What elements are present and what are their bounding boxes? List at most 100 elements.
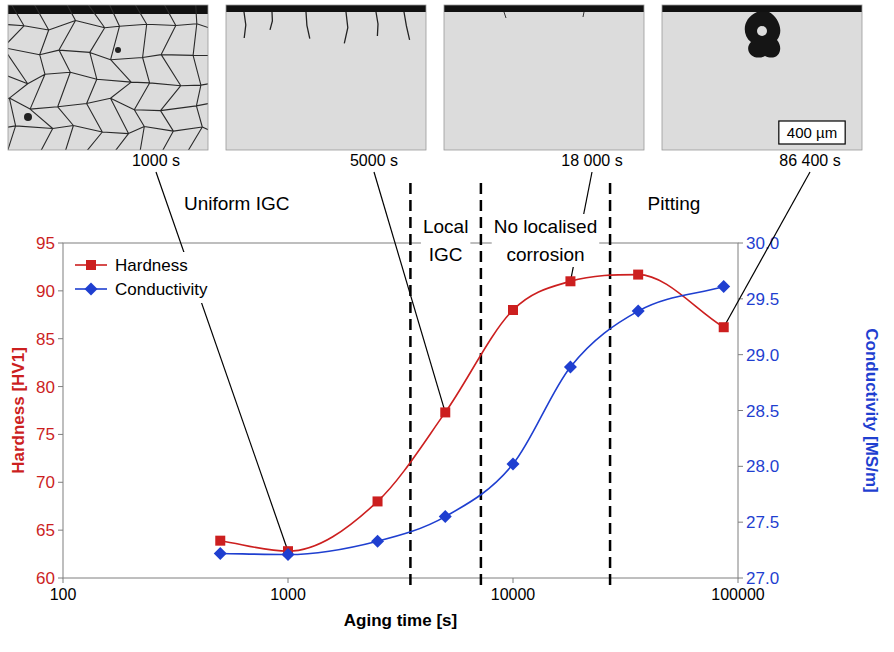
region-label: Uniform IGC (184, 193, 290, 214)
y2-tick (738, 410, 743, 411)
micrograph-edge (226, 5, 426, 12)
region-label-line: IGC (429, 244, 463, 265)
region-boundary (409, 183, 412, 585)
axes: 100100010000100000606570758085909527.027… (9, 234, 881, 630)
data-point (633, 270, 643, 280)
micrograph (662, 5, 862, 150)
y2-tick-label: 29.5 (746, 290, 779, 309)
data-point (632, 305, 645, 318)
label-patch (349, 151, 399, 170)
micrograph-label: 86 400 s (779, 152, 840, 169)
micrograph (444, 5, 644, 150)
leaders (156, 172, 810, 551)
region-label-line: corrosion (506, 244, 584, 265)
micrograph-frame (444, 5, 644, 150)
region-label: No localised corrosion (494, 216, 598, 265)
legend-box (69, 252, 212, 303)
region-label-line: No localised (494, 216, 598, 237)
legend-marker (85, 283, 98, 296)
x-tick-label: 10000 (491, 586, 536, 603)
series-line (220, 287, 723, 555)
y-tick-label: 65 (36, 521, 55, 540)
pit-detail (757, 26, 767, 36)
y2-tick (738, 354, 743, 355)
y2-tick (738, 522, 743, 523)
y2-tick-label: 27.5 (746, 513, 779, 532)
y-tick (58, 338, 63, 339)
data-point (214, 547, 227, 560)
cracks (504, 12, 584, 18)
region-label-line: Uniform IGC (184, 193, 290, 214)
micrographs: 400 µm (0, 0, 862, 190)
label-patch (421, 214, 470, 267)
data-point (371, 535, 384, 548)
y-tick (58, 243, 63, 244)
micrograph-edge (662, 5, 862, 12)
data-point (565, 276, 575, 286)
y2-tick-label: 27.0 (746, 569, 779, 588)
y-tick (58, 482, 63, 483)
cracks (244, 12, 410, 43)
label-patch (778, 151, 841, 170)
y2-tick (738, 578, 743, 579)
y2-tick (738, 243, 743, 244)
series-line (220, 275, 723, 552)
plot-frame (63, 243, 738, 578)
data-point (439, 510, 452, 523)
y-tick-label: 80 (36, 378, 55, 397)
label-patch (131, 151, 181, 170)
chart: 400 µm1001000100001000006065707580859095… (0, 0, 894, 652)
pit (115, 47, 121, 53)
data-point (508, 305, 518, 315)
data-point (440, 407, 450, 417)
micrograph-edge (444, 5, 644, 12)
micrograph-ground (226, 5, 426, 150)
y-tick-label: 90 (36, 282, 55, 301)
leader-line (374, 172, 445, 412)
label-patch (560, 151, 623, 170)
y-tick (58, 434, 63, 435)
y-tick (58, 578, 63, 579)
x-axis-title: Aging time [s] (344, 611, 457, 630)
scale-bar (779, 121, 845, 144)
x-tick (513, 578, 514, 583)
region-label: Pitting (648, 193, 701, 214)
leader-line (156, 172, 288, 551)
data-point (282, 548, 295, 561)
data-point (719, 322, 729, 332)
y2-tick-label: 28.0 (746, 457, 779, 476)
micrograph-frame (662, 5, 862, 150)
y-tick-label: 70 (36, 473, 55, 492)
leader-line (724, 172, 810, 327)
legend: HardnessConductivity (69, 252, 212, 303)
data-point (215, 536, 225, 546)
data-point (717, 280, 730, 293)
micrograph-frame (226, 5, 426, 150)
micrograph-ground (662, 5, 862, 150)
y2-tick-label: 29.0 (746, 346, 779, 365)
data-point (564, 360, 577, 373)
scale-bar-label: 400 µm (787, 124, 837, 141)
micrograph-ground (8, 5, 208, 150)
y2-tick-label: 28.5 (746, 402, 779, 421)
micrograph-frame (8, 5, 208, 150)
y-tick (58, 386, 63, 387)
regions (410, 183, 610, 585)
region-boundary (609, 183, 612, 585)
data-point (507, 458, 520, 471)
grain-boundaries (8, 5, 208, 150)
micrograph-edge (8, 5, 208, 14)
y-tick-label: 60 (36, 569, 55, 588)
legend-label: Hardness (115, 256, 188, 275)
pit (24, 113, 32, 121)
micrograph-label: 1000 s (132, 152, 180, 169)
y-tick (58, 290, 63, 291)
y-tick-label: 75 (36, 425, 55, 444)
x-tick (63, 578, 64, 583)
micrograph (226, 5, 426, 150)
micrograph-ground (444, 5, 644, 150)
region-label-line: Pitting (648, 193, 701, 214)
y2-tick (738, 466, 743, 467)
region-label: LocalIGC (423, 216, 468, 265)
y2-axis-title: Conductivity [MS/m] (862, 328, 881, 492)
